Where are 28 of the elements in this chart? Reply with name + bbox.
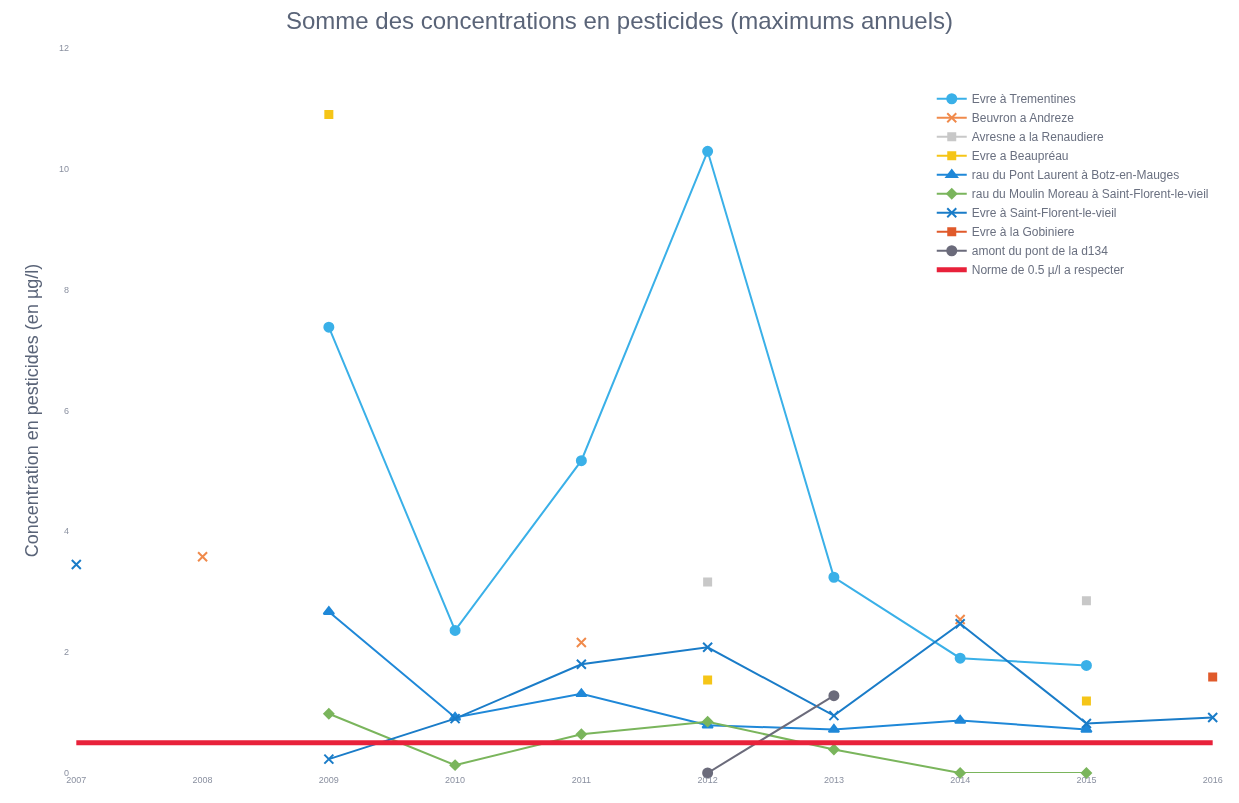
- legend-label: rau du Moulin Moreau à Saint-Florent-le-vieil: [971, 187, 1209, 202]
- x-tick-label: 2012: [697, 775, 718, 785]
- x-tick-label: 2013: [823, 775, 844, 785]
- legend-label: rau du Pont Laurent à Botz-en-Mauges: [971, 168, 1180, 183]
- legend-label: Evre à Saint-Florent-le-vieil: [971, 206, 1117, 221]
- legend-label: Avresne a la Renaudiere: [971, 130, 1104, 145]
- y-tick-label: 2: [63, 647, 69, 658]
- legend-label: Evre à Trementines: [971, 92, 1076, 107]
- y-tick-label: 10: [58, 163, 69, 174]
- y-tick-label: 6: [63, 405, 69, 416]
- x-tick-label: 2015: [1076, 775, 1097, 785]
- legend-label: Norme de 0.5 µ/l a respecter: [971, 263, 1125, 278]
- x-tick-label: 2011: [571, 775, 592, 785]
- x-tick-label: 2010: [445, 775, 466, 785]
- x-tick-label: 2014: [950, 775, 971, 785]
- legend-label: amont du pont de la d134: [971, 244, 1109, 259]
- x-tick-label: 2007: [66, 775, 87, 785]
- chart-title: Somme des concentrations en pesticides (maximums annuels): [286, 6, 953, 34]
- y-tick-label: 4: [63, 526, 69, 537]
- x-tick-label: 2009: [318, 775, 339, 785]
- legend-label: Beuvron a Andreze: [971, 111, 1075, 126]
- y-axis-title: Concentration en pesticides (en µg/l): [22, 263, 43, 558]
- x-tick-label: 2016: [1202, 775, 1223, 785]
- x-tick-label: 2008: [192, 775, 213, 785]
- y-tick-label: 8: [63, 284, 69, 295]
- legend-label: Evre a Beaupréau: [971, 149, 1069, 164]
- y-tick-label: 12: [58, 43, 69, 54]
- legend-label: Evre à la Gobiniere: [971, 225, 1075, 240]
